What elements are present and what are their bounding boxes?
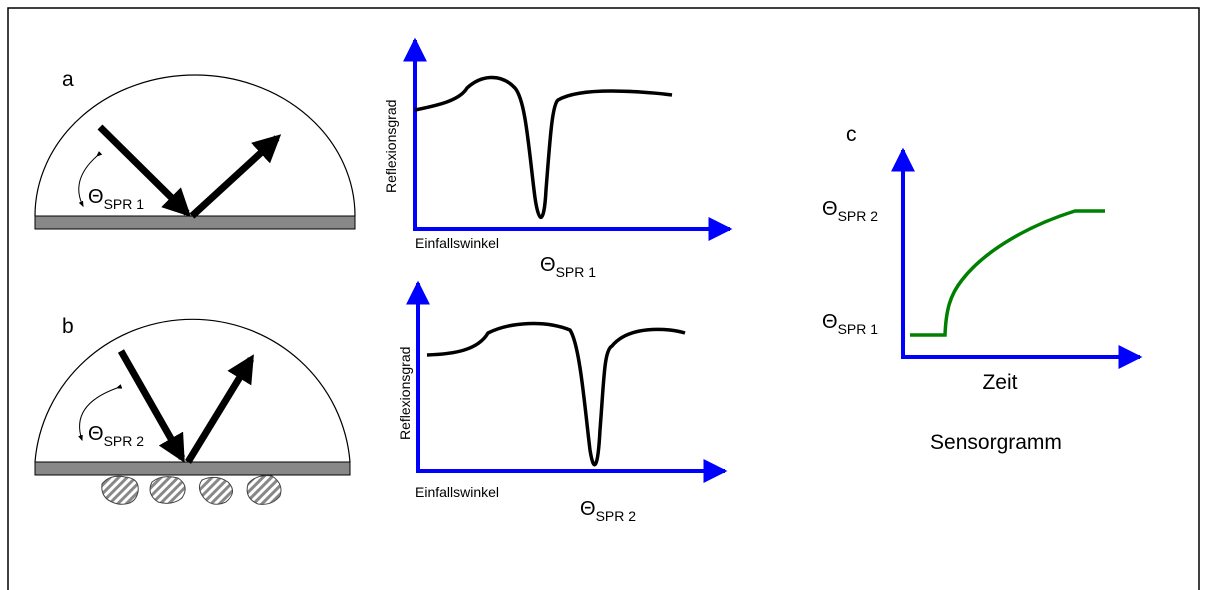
x-axis-label: Einfallswinkel [415,484,499,500]
sensor-surface [34,461,351,476]
x-axis-label: Zeit [982,371,1017,394]
subscript: SPR 1 [104,196,145,212]
lower-label: ΘSPR 1 [822,311,878,337]
reflectivity-curve [426,321,686,467]
panel-b: b ΘSPR 2 [34,315,351,505]
sensorgram-curve [910,209,1105,337]
panel-a: a ΘSPR 1 [34,68,356,230]
reflected-beam [189,134,282,219]
prism [34,74,356,217]
graph-2: Reflexionsgrad Einfallswinkel ΘSPR 2 [397,280,728,524]
upper-label: ΘSPR 2 [822,198,878,224]
angle-arc [78,151,103,208]
panel-label: b [62,315,74,338]
angle-arc [78,384,123,442]
symbol: Θ [822,311,838,333]
frame [7,7,1200,590]
incident-beam [97,124,191,217]
symbol: Θ [822,198,838,220]
symbol: Θ [540,254,556,276]
prism [34,318,351,463]
graph-1: Reflexionsgrad Einfallswinkel ΘSPR 1 [383,37,733,280]
x-axis-label: Einfallswinkel [415,235,499,251]
symbol: Θ [580,498,596,520]
panel-c: c ΘSPR 2 ΘSPR 1 Zeit Sensorgramm [822,123,1143,454]
y-axis-label: Reflexionsgrad [383,100,399,193]
caption: Sensorgramm [930,431,1062,454]
dip-label: ΘSPR 2 [580,498,636,524]
dip-label: ΘSPR 1 [540,254,596,280]
angle-label: ΘSPR 2 [88,423,144,449]
angle-label: ΘSPR 1 [88,186,144,212]
panel-label: a [62,68,74,91]
subscript: SPR 2 [596,508,637,524]
subscript: SPR 2 [838,208,879,224]
subscript: SPR 1 [838,321,879,337]
subscript: SPR 1 [556,264,597,280]
reflected-beam [185,354,254,464]
symbol: Θ [88,186,104,208]
incident-beam [117,349,186,463]
reflectivity-curve [414,75,673,219]
analyte-particles [101,475,282,505]
subscript: SPR 2 [104,433,145,449]
symbol: Θ [88,423,104,445]
panel-label: c [846,123,857,146]
y-axis-label: Reflexionsgrad [397,347,413,440]
